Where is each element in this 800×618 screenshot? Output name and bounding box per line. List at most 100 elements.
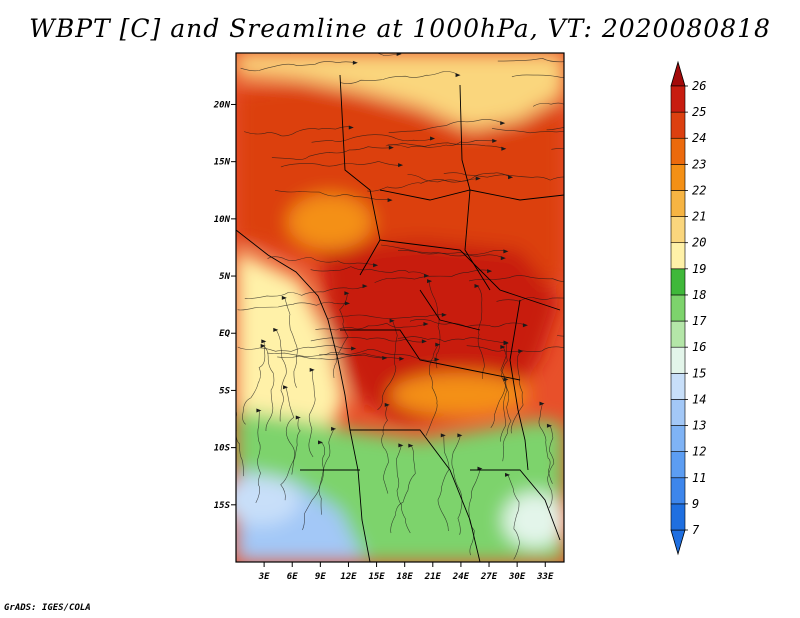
border-line: [419, 289, 481, 331]
region-angola-orange: [390, 373, 530, 417]
colorbar-segment: [670, 242, 686, 270]
streamline-arrow: [500, 256, 506, 261]
streamline: [255, 410, 261, 504]
streamline-arrow: [344, 291, 350, 296]
colorbar-label: 21: [692, 210, 706, 224]
streamline: [276, 329, 287, 422]
region-mozambique-light: [503, 492, 564, 548]
streamline: [277, 353, 403, 360]
streamline: [443, 172, 564, 181]
border-line: [470, 469, 561, 541]
border-line: [379, 239, 561, 311]
streamline: [271, 146, 392, 160]
streamline-arrow: [503, 340, 509, 345]
border-line: [340, 329, 521, 381]
colorbar: 7 9 11 12 13 14 15 16 17 18 19 20 21 22 23 24 25 26: [670, 60, 707, 556]
x-tick-label: 12E: [340, 572, 357, 582]
colorbar-segment: [670, 294, 686, 322]
border-line: [236, 229, 371, 562]
streamline-arrow: [615, 291, 620, 295]
streamline-arrow: [295, 415, 301, 420]
streamline: [377, 320, 398, 410]
streamline-arrow: [614, 58, 619, 62]
streamline: [497, 57, 564, 63]
streamline: [275, 190, 391, 201]
y-tick-label: 15S: [214, 501, 231, 511]
streamline: [327, 314, 445, 320]
colorbar-segment: [670, 85, 686, 113]
colorbar-segment: [670, 268, 686, 296]
streamline: [240, 61, 356, 72]
streamline: [429, 281, 441, 369]
streamline: [308, 369, 316, 458]
y-axis: 20N 15N 10N 5N EQ 5S 10S 15S: [213, 100, 236, 511]
colorbar-label: 18: [692, 288, 706, 302]
streamline-arrow: [487, 269, 493, 274]
streamline-arrow: [475, 176, 481, 181]
streamline: [388, 119, 504, 133]
streamline: [468, 468, 481, 556]
colorbar-label: 23: [692, 157, 706, 171]
streamline: [437, 435, 450, 532]
streamline-arrow: [283, 385, 289, 390]
colorbar-segment: [670, 372, 686, 400]
y-tick-label: 5S: [219, 386, 230, 396]
streamline: [556, 335, 564, 337]
colorbar-segment: [670, 320, 686, 348]
streamline-arrow: [281, 295, 287, 300]
streamline-arrow: [455, 73, 461, 78]
colorbar-label: 13: [692, 419, 706, 433]
streamline-arrow: [505, 472, 511, 477]
y-tick-label: 15N: [214, 158, 231, 168]
streamline: [267, 352, 386, 359]
streamline: [468, 275, 564, 283]
streamline: [407, 172, 512, 183]
streamline-arrow: [518, 349, 524, 354]
streamline: [564, 192, 672, 200]
colorbar-segment: [670, 216, 686, 244]
streamlines: [236, 53, 672, 560]
streamline: [310, 266, 428, 277]
streamline-arrow: [440, 433, 446, 438]
streamline-arrow: [570, 176, 575, 180]
streamline: [333, 293, 349, 379]
streamline: [381, 404, 389, 494]
colorbar-segment: [670, 503, 686, 531]
streamline: [267, 256, 377, 266]
colorbar-label: 22: [692, 183, 706, 197]
colorbar-label: 26: [692, 79, 706, 93]
streamline: [397, 336, 507, 344]
x-tick-label: 21E: [424, 572, 442, 582]
colorbar-label: 17: [692, 314, 707, 328]
x-tick-label: 24E: [452, 572, 470, 582]
streamline: [280, 417, 301, 501]
streamline: [538, 403, 553, 484]
streamline-arrow: [399, 356, 405, 361]
colorbar-segment: [670, 477, 686, 505]
streamline: [547, 425, 555, 509]
streamline: [311, 134, 434, 143]
streamline-arrow: [427, 279, 433, 284]
streamline-arrow: [384, 402, 390, 407]
streamline: [477, 285, 485, 379]
streamline: [425, 344, 439, 436]
streamline-arrow: [317, 440, 323, 445]
streamline-arrow: [656, 151, 661, 155]
colorbar-label: 19: [692, 262, 706, 276]
colorbar-segment: [670, 111, 686, 139]
streamline: [496, 296, 564, 302]
streamline: [502, 379, 512, 462]
streamline: [387, 142, 505, 149]
border-line: [339, 74, 381, 276]
colorbar-segment: [670, 190, 686, 217]
streamline-arrow: [501, 146, 507, 151]
streamline-arrow: [578, 344, 583, 348]
colorbar-label: 25: [692, 105, 706, 119]
streamline-arrow: [430, 136, 436, 141]
streamline-arrow: [387, 198, 393, 203]
streamline: [315, 322, 427, 331]
region-west-africa-orange: [288, 194, 372, 250]
streamline-arrow: [435, 342, 441, 347]
streamline-arrow: [522, 323, 528, 328]
